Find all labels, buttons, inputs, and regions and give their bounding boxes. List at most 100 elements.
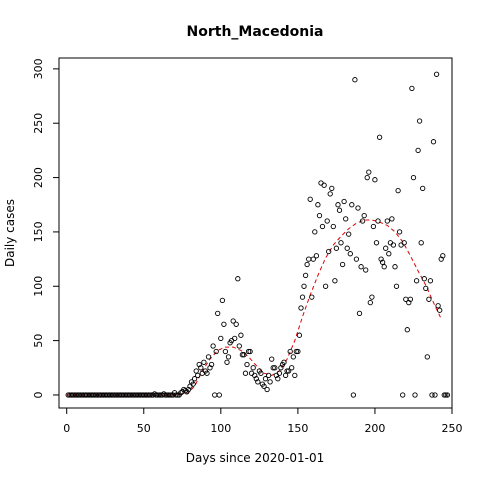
data-point xyxy=(232,335,238,342)
data-point xyxy=(427,278,434,284)
data-point xyxy=(335,202,341,208)
data-point xyxy=(356,310,363,317)
y-tick-label: 50 xyxy=(32,334,45,348)
data-point xyxy=(437,307,443,313)
x-axis-label: Days since 2020-01-01 xyxy=(186,451,325,465)
data-point xyxy=(332,278,338,284)
data-point xyxy=(241,352,247,358)
data-point xyxy=(346,231,352,237)
data-point xyxy=(343,216,349,222)
data-point xyxy=(208,361,215,368)
data-point xyxy=(185,386,192,393)
data-point xyxy=(195,372,201,379)
data-point xyxy=(413,278,420,284)
x-tick-label: 250 xyxy=(442,422,463,435)
data-point xyxy=(370,223,377,230)
data-point xyxy=(272,365,278,371)
data-point xyxy=(347,251,353,257)
data-point xyxy=(318,180,324,186)
data-point xyxy=(276,370,283,376)
data-point xyxy=(383,245,389,251)
data-point xyxy=(309,294,315,300)
data-point xyxy=(299,294,306,300)
data-point xyxy=(367,299,373,306)
smooth-curve-layer xyxy=(66,219,442,396)
data-point xyxy=(407,296,414,302)
data-point xyxy=(363,267,369,273)
data-point xyxy=(379,259,386,265)
data-point xyxy=(248,370,255,376)
data-point xyxy=(373,240,380,246)
y-tick-label: 0 xyxy=(32,391,45,398)
data-point xyxy=(319,223,326,230)
data-point xyxy=(312,229,318,235)
data-point xyxy=(401,240,407,246)
data-point xyxy=(239,352,246,358)
data-point xyxy=(395,187,401,194)
data-point xyxy=(344,245,350,251)
data-point xyxy=(191,376,198,382)
data-point xyxy=(321,182,327,188)
data-point xyxy=(219,297,226,304)
data-point xyxy=(327,191,333,197)
data-point xyxy=(359,218,366,224)
data-point xyxy=(390,242,397,248)
x-axis: 0 50 100 150 200 250 xyxy=(63,408,463,435)
data-point xyxy=(293,348,299,355)
data-point xyxy=(412,392,418,398)
data-point xyxy=(404,327,410,333)
data-point xyxy=(418,240,424,246)
data-point xyxy=(415,147,421,154)
data-point xyxy=(378,256,384,262)
data-point xyxy=(261,383,267,389)
data-point xyxy=(250,365,256,371)
data-point xyxy=(282,372,289,379)
data-point xyxy=(264,386,270,393)
data-point xyxy=(372,177,378,183)
data-point xyxy=(329,185,335,192)
data-point xyxy=(245,348,252,355)
data-point xyxy=(389,216,395,222)
data-point xyxy=(242,370,249,376)
data-point xyxy=(386,251,392,257)
data-point xyxy=(190,381,196,387)
data-point xyxy=(290,354,296,360)
y-axis-label: Daily cases xyxy=(3,199,17,267)
data-points-layer xyxy=(65,71,451,398)
data-point xyxy=(339,261,346,268)
data-point xyxy=(285,368,292,374)
data-point xyxy=(341,198,347,205)
data-point xyxy=(306,256,312,262)
data-point xyxy=(238,332,244,338)
data-point xyxy=(173,392,179,398)
data-point xyxy=(409,85,415,92)
data-point xyxy=(315,202,321,208)
data-point xyxy=(236,343,242,349)
data-point xyxy=(230,318,236,324)
y-tick-label: 150 xyxy=(32,221,45,242)
data-point xyxy=(201,359,207,365)
y-axis: 0 50 100 150 200 250 300 xyxy=(32,58,59,398)
data-point xyxy=(424,354,430,360)
data-point xyxy=(302,272,309,279)
data-point xyxy=(244,361,250,368)
data-point xyxy=(262,376,269,382)
data-point xyxy=(304,261,310,268)
data-point xyxy=(167,392,173,398)
data-point xyxy=(444,392,451,398)
data-point xyxy=(221,321,227,327)
data-point xyxy=(384,218,390,224)
y-tick-label: 250 xyxy=(32,113,45,134)
data-point xyxy=(310,256,316,262)
data-point xyxy=(441,392,447,398)
data-point xyxy=(381,264,387,270)
data-point xyxy=(361,212,367,219)
data-point xyxy=(398,242,404,248)
data-point xyxy=(267,379,273,385)
data-point xyxy=(269,356,275,362)
data-point xyxy=(393,283,400,289)
data-point xyxy=(270,365,276,371)
data-point xyxy=(298,305,304,311)
chart-title: North_Macedonia xyxy=(187,24,324,40)
